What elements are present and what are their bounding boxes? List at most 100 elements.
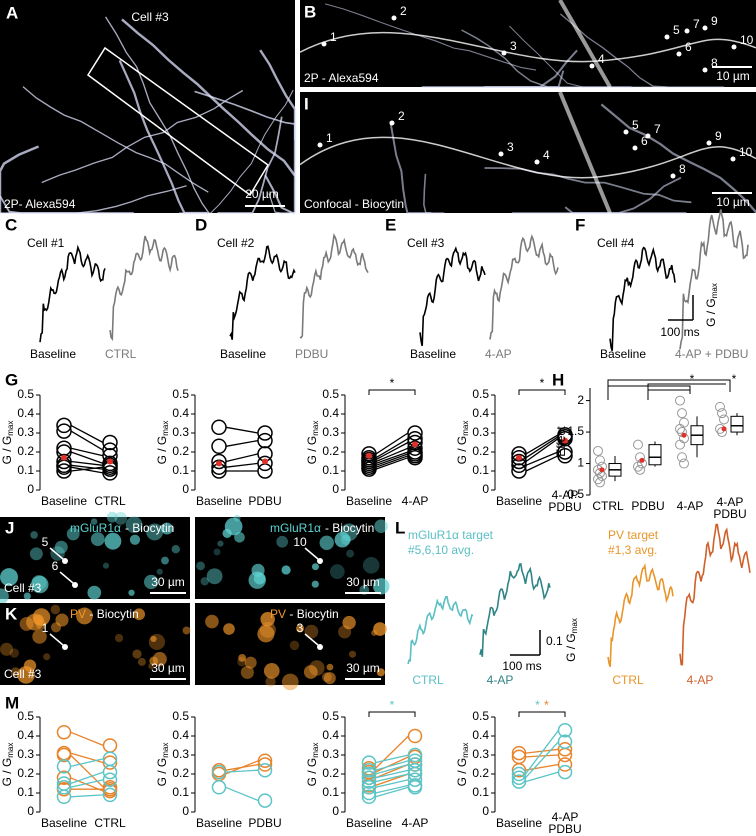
y-axis-label: G / Gmax (305, 743, 320, 787)
blob (23, 592, 31, 600)
site-label: 2 (398, 109, 405, 123)
spine (645, 133, 651, 139)
y-tick-label: 0.5 (322, 709, 339, 723)
y-tick-label: 0.4 (172, 406, 189, 420)
pair-line (70, 466, 104, 472)
scale-label: 30 µm (346, 575, 380, 589)
panel-title: Cell #2 (217, 236, 255, 250)
pair-line (70, 466, 104, 474)
x-tick-label: Baseline (196, 494, 242, 508)
arrow-label: 5 (42, 535, 49, 549)
blob (114, 512, 128, 525)
point (361, 785, 377, 801)
y-tick-label: 0 (27, 482, 34, 496)
trace-label: 4-AP (487, 673, 514, 687)
spine (676, 51, 682, 57)
trace-label: 4-AP + PDBU (675, 347, 748, 361)
image-caption: 2P - Alexa594 (304, 71, 379, 85)
y-tick-label: 0.4 (17, 728, 34, 742)
dendrite (558, 91, 612, 214)
point (102, 764, 118, 780)
label-text: G / G (305, 436, 319, 465)
trace-label: CTRL (412, 673, 444, 687)
point (257, 757, 273, 772)
point (56, 453, 72, 470)
dendrite (558, 0, 612, 88)
blob (31, 575, 47, 591)
site-label: 1 (326, 131, 333, 145)
spine (664, 34, 670, 40)
box (648, 444, 662, 466)
y-tick-label: 0.1 (322, 463, 339, 477)
point (56, 770, 72, 786)
blob (32, 629, 47, 644)
site-label: 8 (679, 162, 686, 176)
panel-letter: K (5, 604, 18, 623)
spine (684, 28, 690, 34)
pair-line (375, 441, 409, 461)
pair-line (225, 769, 259, 773)
blob (233, 514, 241, 522)
site-label: 6 (641, 134, 648, 148)
trace (489, 234, 559, 340)
point (211, 780, 227, 795)
spine (731, 44, 737, 50)
arrow (59, 571, 74, 584)
blob (319, 535, 334, 550)
pair-line (525, 455, 559, 472)
group-title: mGluR1α target (408, 528, 494, 542)
blob (244, 656, 257, 669)
box (730, 415, 744, 433)
point (595, 455, 605, 466)
spine (321, 41, 327, 47)
dendrite (22, 86, 209, 193)
panel-letter: J (5, 518, 14, 537)
y-axis-label: G / Gmax (0, 743, 15, 787)
spine (702, 25, 708, 31)
image-caption: Confocal - Biocytin (304, 197, 404, 211)
significance-star: * (535, 698, 540, 712)
dendrite (104, 16, 210, 214)
point (511, 446, 527, 462)
image-title: mGluR1α - Biocytin (70, 521, 174, 535)
significance-bracket (518, 389, 566, 395)
pair-line (525, 434, 559, 455)
y-tick-label: 0.5 (322, 387, 339, 401)
x-tick-label: 4-AP (402, 816, 429, 830)
point (102, 781, 118, 797)
blob (160, 522, 173, 535)
spine (589, 63, 595, 69)
label-text: G / G (455, 436, 469, 465)
point (211, 453, 227, 470)
dendrite (324, 3, 537, 71)
blob (156, 568, 163, 575)
x-tick-label: Baseline (196, 816, 242, 830)
site-label: 3 (507, 140, 514, 154)
y-tick-label: 0.3 (17, 425, 34, 439)
dendrite (264, 174, 295, 215)
blob (19, 616, 34, 631)
point (56, 789, 72, 805)
point (361, 780, 377, 795)
blob (30, 531, 38, 539)
y-scale-label: G / Gmax (564, 618, 579, 662)
trace (479, 562, 551, 657)
point (257, 793, 273, 808)
blob (376, 668, 385, 677)
trace-label: Baseline (410, 347, 456, 361)
label-sub: max (461, 421, 470, 436)
panel-letter: D (195, 215, 207, 234)
panel-letter: B (304, 2, 316, 21)
point (407, 772, 423, 787)
x-tick-label: PDBU (548, 500, 581, 514)
mean-point (262, 458, 268, 465)
point (511, 745, 527, 761)
blob (17, 666, 35, 684)
panel-title: Cell #3 (407, 236, 445, 250)
point (675, 423, 685, 434)
trace-label: Baseline (220, 347, 266, 361)
point (511, 463, 527, 479)
blob (146, 523, 164, 541)
mean-point (516, 454, 522, 461)
image (195, 603, 385, 685)
